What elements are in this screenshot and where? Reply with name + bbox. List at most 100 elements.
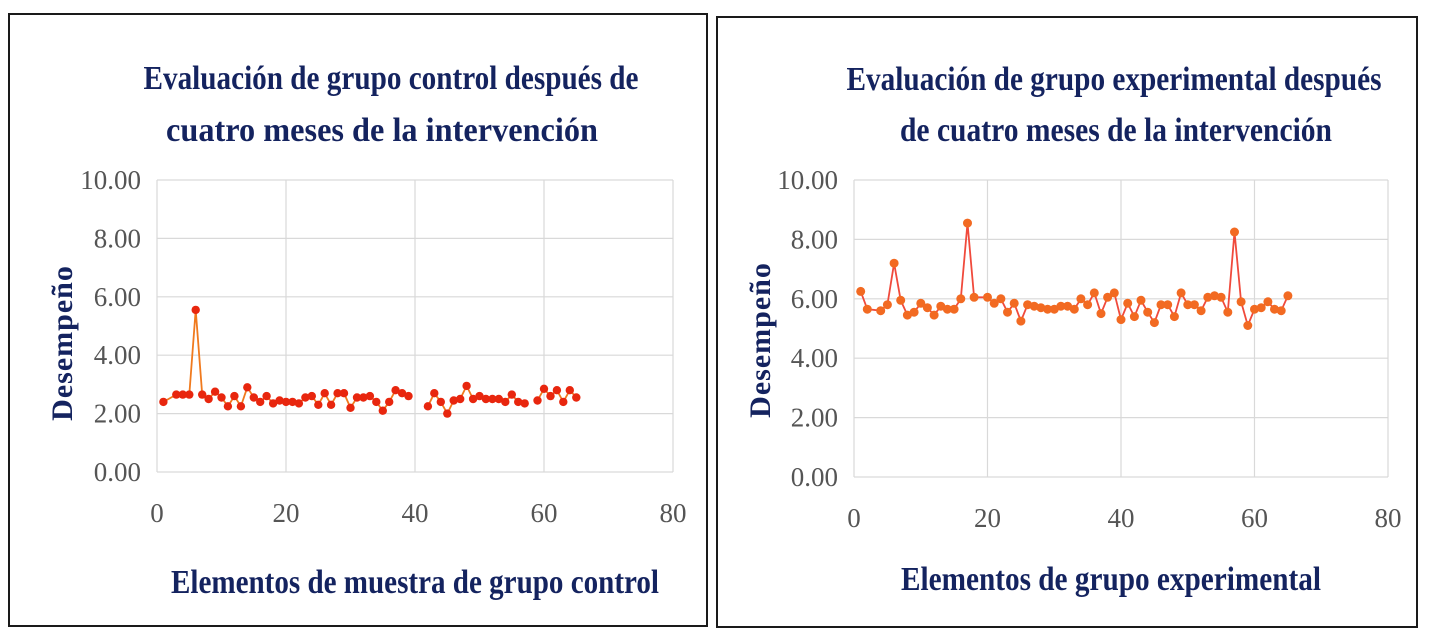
x-tick-label: 60	[531, 498, 558, 528]
data-point	[963, 218, 972, 228]
experimental-chart: Evaluación de grupo experimental después…	[744, 61, 1402, 598]
y-tick-label: 8.00	[94, 223, 141, 253]
data-point	[989, 298, 999, 308]
data-point	[896, 295, 906, 305]
data-point	[268, 399, 278, 408]
control-chart: Evaluación de grupo control después de c…	[46, 60, 687, 601]
data-point	[1109, 288, 1119, 298]
data-point	[1016, 316, 1026, 326]
plot-area: 0.00 2.00 4.00 6.00 8.00 10.00 0 20 40 60 80	[80, 165, 686, 528]
y-axis-label: Desempeño	[46, 265, 79, 421]
data-point	[1270, 304, 1279, 314]
x-axis-label: Elementos de muestra de grupo control	[171, 564, 659, 601]
chart-title-line-1: Evaluación de grupo experimental después	[847, 61, 1382, 98]
data-point	[1189, 300, 1199, 310]
data-point	[996, 294, 1006, 304]
data-point	[1003, 307, 1012, 317]
data-point	[456, 394, 465, 404]
data-point	[262, 391, 271, 401]
data-point	[198, 390, 207, 399]
data-point	[559, 397, 568, 407]
data-point	[191, 305, 200, 315]
data-point	[185, 390, 194, 399]
y-tick-label: 6.00	[94, 282, 141, 312]
data-point	[1009, 298, 1019, 308]
x-tick-label: 20	[974, 503, 1001, 533]
data-point	[1096, 309, 1106, 319]
data-point	[1230, 227, 1239, 237]
data-point	[1169, 312, 1179, 322]
data-point	[1223, 307, 1233, 317]
data-point	[565, 386, 574, 395]
data-point	[1263, 297, 1273, 307]
data-point	[1043, 304, 1053, 314]
data-point	[1196, 306, 1206, 316]
data-point	[494, 394, 503, 404]
data-point	[243, 383, 252, 392]
data-point	[539, 384, 549, 393]
data-point	[391, 386, 400, 395]
data-point	[236, 402, 246, 411]
data-point	[1236, 297, 1246, 307]
y-tick-label: 0.00	[94, 457, 141, 487]
data-point	[339, 389, 349, 398]
data-point	[481, 394, 491, 404]
data-point	[281, 397, 291, 407]
data-point	[520, 399, 529, 408]
data-point	[320, 389, 329, 398]
data-point	[294, 399, 304, 408]
data-point	[1083, 300, 1093, 310]
data-point	[1103, 292, 1113, 302]
data-point	[333, 389, 342, 398]
chart-title-line-2: cuatro meses de la intervención	[166, 112, 598, 149]
data-point	[514, 397, 523, 407]
y-tick-label: 2.00	[791, 403, 838, 433]
data-point	[430, 389, 439, 398]
data-point	[1183, 300, 1193, 310]
y-tick-label: 10.00	[80, 165, 141, 195]
data-point	[346, 403, 355, 412]
data-point	[1243, 321, 1253, 330]
data-point	[359, 393, 368, 402]
x-tick-label: 0	[847, 503, 861, 533]
data-point	[929, 310, 939, 320]
x-tick-label: 20	[273, 498, 300, 528]
y-tick-label: 4.00	[791, 343, 838, 373]
data-point	[1283, 291, 1293, 301]
data-point	[301, 393, 310, 402]
x-tick-label: 60	[1241, 503, 1268, 533]
data-point	[249, 393, 258, 402]
data-point	[1156, 300, 1166, 310]
data-point	[159, 397, 168, 407]
x-tick-label: 40	[1108, 503, 1135, 533]
data-point	[922, 303, 932, 313]
data-point	[436, 397, 445, 407]
y-tick-label: 0.00	[791, 462, 838, 492]
data-point	[1089, 288, 1099, 298]
data-point	[352, 393, 362, 402]
data-point	[1036, 303, 1046, 313]
data-point	[172, 390, 181, 399]
data-point	[1250, 304, 1259, 314]
data-point	[552, 386, 562, 395]
data-point	[1176, 288, 1186, 298]
data-point	[956, 294, 966, 304]
chart-panel-control: Evaluación de grupo control después de c…	[8, 13, 708, 627]
data-point	[223, 402, 233, 411]
x-tick-label: 0	[150, 498, 164, 528]
x-tick-label: 40	[402, 498, 429, 528]
data-point	[385, 397, 394, 407]
data-point	[1136, 295, 1146, 305]
data-point	[326, 400, 336, 409]
data-point	[1116, 315, 1126, 325]
data-point	[916, 298, 926, 308]
data-point	[1029, 301, 1039, 311]
y-tick-label: 8.00	[791, 224, 838, 254]
data-point	[462, 381, 471, 391]
data-point	[507, 390, 516, 399]
data-point	[876, 306, 886, 316]
data-point	[909, 307, 919, 317]
data-point	[288, 397, 297, 407]
data-point	[314, 400, 323, 409]
data-point	[488, 394, 497, 404]
